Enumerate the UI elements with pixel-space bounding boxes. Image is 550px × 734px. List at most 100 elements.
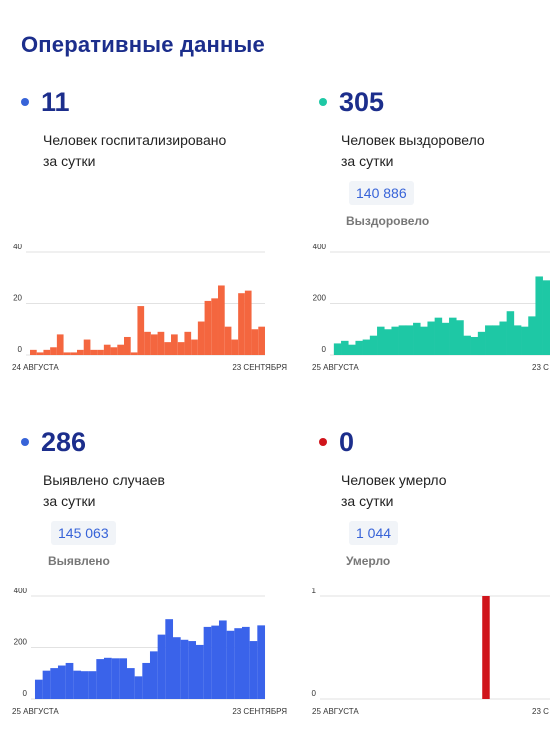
- bar: [333, 343, 342, 355]
- deaths-total: 1 044: [349, 521, 399, 545]
- headline: 286: [21, 426, 86, 458]
- bar: [171, 334, 178, 355]
- bar: [499, 321, 507, 356]
- bar: [172, 637, 181, 699]
- bar: [369, 335, 378, 355]
- description-line: за сутки: [43, 493, 96, 509]
- hospitalized-count: 11: [41, 86, 70, 117]
- headline: 11: [21, 86, 70, 118]
- bar: [234, 628, 243, 699]
- bar: [56, 334, 64, 355]
- bar: [535, 276, 543, 355]
- recovered-total-label: Выздоровело: [346, 214, 430, 228]
- bar: [119, 658, 128, 699]
- chart-svg: 0 200 400 25 АВГУСТА 23 С: [312, 244, 550, 372]
- bar: [249, 641, 258, 699]
- chart-svg: 0 20 40 24 АВГУСТА 23 СЕНТЯБРЯ: [12, 244, 287, 372]
- x-tick-label-end: 23 С: [532, 363, 549, 372]
- bar: [513, 325, 522, 355]
- hospitalized-chart: 0 20 40 24 АВГУСТА 23 СЕНТЯБРЯ: [0, 244, 292, 378]
- bar: [50, 347, 57, 355]
- bar: [258, 326, 265, 355]
- bar: [204, 300, 212, 355]
- bar: [80, 671, 89, 699]
- bar: [77, 349, 84, 355]
- bar: [348, 344, 356, 355]
- bar: [521, 326, 529, 355]
- detected-total: 145 063: [51, 521, 116, 545]
- bar: [427, 321, 435, 356]
- headline: 305: [319, 86, 384, 118]
- bar: [482, 596, 490, 699]
- bar: [149, 651, 158, 699]
- bar: [257, 625, 266, 699]
- bar: [341, 340, 349, 355]
- bar: [157, 331, 165, 356]
- bar: [528, 316, 536, 356]
- bar: [377, 326, 385, 355]
- detected-count: 286: [41, 426, 87, 457]
- bar: [218, 620, 227, 699]
- x-tick-label-start: 25 АВГУСТА: [312, 363, 359, 372]
- bar: [73, 670, 82, 699]
- x-tick-label-start: 25 АВГУСТА: [312, 707, 359, 716]
- x-tick-label-start: 25 АВГУСТА: [12, 707, 59, 716]
- bar: [542, 280, 550, 355]
- page-title: Оперативные данные: [21, 32, 265, 57]
- bar: [142, 662, 151, 699]
- bar: [137, 306, 145, 355]
- bar: [124, 336, 131, 355]
- chart-svg: 0 200 400 25 АВГУСТА 23 СЕНТЯБРЯ: [12, 588, 287, 716]
- bar: [164, 342, 171, 356]
- bar: [110, 347, 118, 355]
- bar: [117, 344, 124, 355]
- bar: [413, 322, 421, 355]
- bar: [506, 311, 515, 355]
- bar: [251, 329, 259, 355]
- bar: [130, 352, 138, 355]
- bar: [492, 325, 500, 355]
- bar: [405, 325, 414, 355]
- description-line: Выявлено случаев: [43, 472, 165, 488]
- bar: [477, 331, 486, 356]
- description-line: Человек госпитализировано: [43, 132, 227, 148]
- bar: [144, 331, 151, 356]
- bar: [355, 340, 363, 355]
- bullet-dot-icon: [21, 98, 29, 106]
- y-tick-label: 0: [23, 689, 28, 698]
- description-line: за сутки: [341, 493, 394, 509]
- bar: [157, 634, 166, 700]
- y-tick-label: 0: [18, 345, 23, 354]
- bar: [244, 290, 252, 356]
- deaths-total-label: Умерло: [346, 554, 391, 568]
- bar: [177, 342, 185, 356]
- bullet-dot-icon: [319, 98, 327, 106]
- bar: [197, 321, 205, 356]
- bar: [36, 352, 44, 355]
- bar: [88, 671, 97, 699]
- bar: [90, 349, 98, 355]
- bar: [456, 320, 464, 355]
- y-tick-label: 400: [14, 588, 28, 595]
- bar: [463, 335, 471, 355]
- bar: [34, 679, 43, 699]
- bar: [97, 349, 104, 355]
- bar: [65, 662, 74, 699]
- headline: 0: [319, 426, 354, 458]
- y-tick-label: 20: [13, 294, 22, 303]
- bar: [362, 339, 371, 355]
- bar: [195, 644, 204, 699]
- bar: [188, 641, 197, 699]
- x-tick-label-end: 23 С: [532, 707, 549, 716]
- chart-svg: 0 1 25 АВГУСТА 23 С: [312, 588, 550, 716]
- description-line: Человек выздоровело: [341, 132, 485, 148]
- bar: [180, 639, 189, 699]
- recovered-chart: 0 200 400 25 АВГУСТА 23 С: [300, 244, 550, 378]
- recovered-count: 305: [339, 86, 385, 117]
- bar: [83, 339, 91, 355]
- y-tick-label: 40: [13, 244, 22, 251]
- bullet-dot-icon: [21, 438, 29, 446]
- detected-description: Выявлено случаев за сутки: [43, 470, 165, 512]
- bar: [238, 293, 245, 355]
- recovered-description: Человек выздоровело за сутки: [341, 130, 485, 172]
